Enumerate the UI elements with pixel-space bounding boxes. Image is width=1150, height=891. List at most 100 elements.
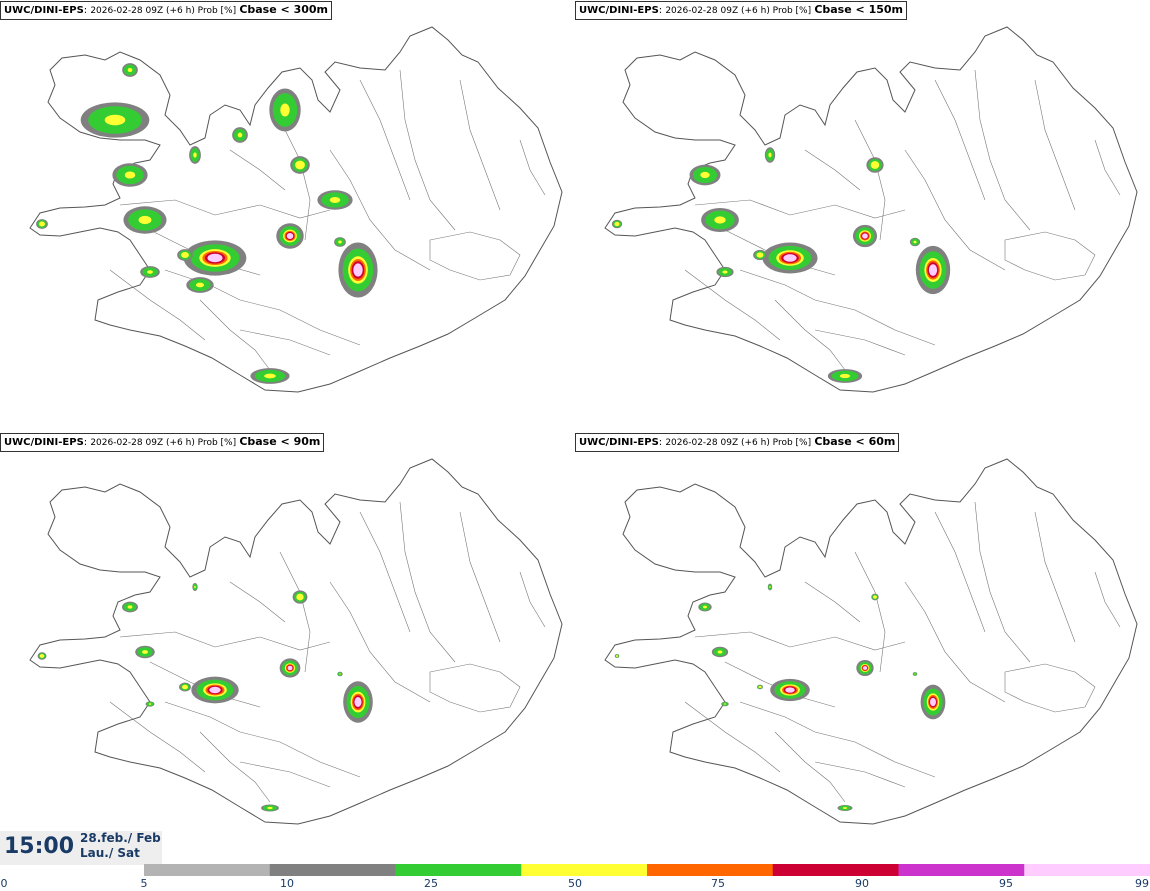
map-panel-4: UWC/DINI-EPS: 2026-02-28 09Z (+6 h) Prob… [575, 432, 1150, 862]
contour-fill [862, 233, 868, 239]
region-boundary [519, 571, 546, 628]
region-boundary [974, 69, 1031, 231]
probability-contour [276, 223, 304, 249]
colorbar-tick-label: 95 [999, 877, 1013, 890]
probability-contour [611, 219, 623, 229]
region-boundary [519, 139, 546, 196]
contour-fill [296, 593, 304, 601]
contour-fill [329, 197, 341, 203]
probability-contour [135, 645, 155, 659]
panel-title: UWC/DINI-EPS: 2026-02-28 09Z (+6 h) Prob… [575, 433, 900, 452]
probability-contour [701, 207, 739, 233]
probability-contour [764, 147, 776, 163]
probability-contour [753, 249, 767, 261]
region-boundary [684, 701, 781, 773]
region-boundary [854, 551, 886, 673]
colorbar-tick-label: 50 [568, 877, 582, 890]
region-boundary [199, 731, 271, 803]
contour-fill [194, 585, 196, 589]
colorbar-tick-label: 99 [1135, 877, 1149, 890]
probability-contour [191, 676, 239, 704]
contour-fill [138, 215, 152, 225]
valid-time-box: 15:00 28.feb./ Feb Lau./ Sat [0, 831, 162, 865]
map-iceland [29, 26, 563, 393]
colorbar-segment [269, 864, 396, 876]
region-boundary [329, 581, 431, 703]
contour-fill [182, 684, 188, 690]
contour-fill [124, 171, 136, 179]
contour-fill [928, 264, 938, 276]
probability-contour [856, 659, 874, 677]
contour-fill [104, 114, 126, 126]
probability-contour [866, 157, 884, 173]
contour-fill [147, 270, 153, 274]
contour-fill [768, 152, 772, 158]
region-boundary [399, 501, 456, 663]
iceland-coastline [29, 458, 563, 825]
contour-fill [237, 132, 243, 138]
colorbar-segment [647, 864, 774, 876]
probability-contour [179, 682, 191, 692]
contour-fill [287, 665, 293, 671]
contour-fill [862, 666, 868, 670]
region-boundary [694, 199, 906, 219]
probability-contour [292, 590, 308, 604]
contour-fill [842, 807, 848, 809]
map-iceland [604, 26, 1138, 393]
region-boundary [109, 701, 206, 773]
valid-date-line-1: 28.feb./ Feb [80, 831, 161, 845]
region-boundary [109, 269, 206, 341]
region-boundary [904, 149, 1006, 271]
region-boundary [854, 119, 886, 241]
probability-contour [762, 242, 818, 274]
contour-fill [181, 252, 189, 258]
region-boundary [119, 631, 331, 651]
probability-contour [189, 146, 201, 164]
region-boundary [399, 69, 456, 231]
region-boundary [164, 701, 361, 778]
colorbar-segment [898, 864, 1025, 876]
region-boundary [1094, 139, 1121, 196]
probability-contour [269, 88, 301, 132]
contour-fill [264, 373, 276, 379]
region-boundary [1034, 511, 1076, 643]
probability-contour [614, 654, 620, 658]
region-boundary [804, 581, 861, 623]
map-panel-3: UWC/DINI-EPS: 2026-02-28 09Z (+6 h) Prob… [0, 432, 575, 862]
region-boundary [1094, 571, 1121, 628]
colorbar-segment [521, 864, 648, 876]
region-boundary [279, 551, 311, 673]
probability-contour [279, 658, 301, 678]
probability-contour [177, 249, 193, 261]
probability-contour [250, 368, 290, 384]
probability-contour [112, 163, 148, 187]
probability-contour [852, 224, 878, 248]
region-boundary [684, 269, 781, 341]
probability-contour [343, 681, 373, 723]
map-iceland [29, 458, 563, 825]
region-boundary [774, 731, 846, 803]
contour-fill [615, 655, 619, 657]
contour-fill [873, 595, 877, 599]
contour-fill [930, 697, 936, 707]
contour-fill [722, 270, 728, 274]
iceland-coastline [604, 26, 1138, 393]
probability-contour [37, 652, 47, 660]
region-boundary [904, 581, 1006, 703]
region-boundary [429, 231, 521, 281]
probability-contour [80, 102, 150, 138]
probability-colorbar [144, 864, 1150, 876]
region-boundary [694, 631, 906, 651]
contour-fill [723, 703, 727, 705]
probability-contour [837, 805, 853, 811]
probability-contour [757, 684, 763, 690]
probability-contour [145, 701, 155, 707]
contour-fill [295, 160, 305, 170]
colorbar-tick-label: 90 [855, 877, 869, 890]
probability-contour [689, 164, 721, 186]
probability-contour [912, 672, 918, 676]
probability-contour [871, 593, 879, 601]
panel-title: UWC/DINI-EPS: 2026-02-28 09Z (+6 h) Prob… [0, 1, 332, 20]
contour-fill [758, 685, 762, 689]
probability-contour [767, 583, 773, 591]
